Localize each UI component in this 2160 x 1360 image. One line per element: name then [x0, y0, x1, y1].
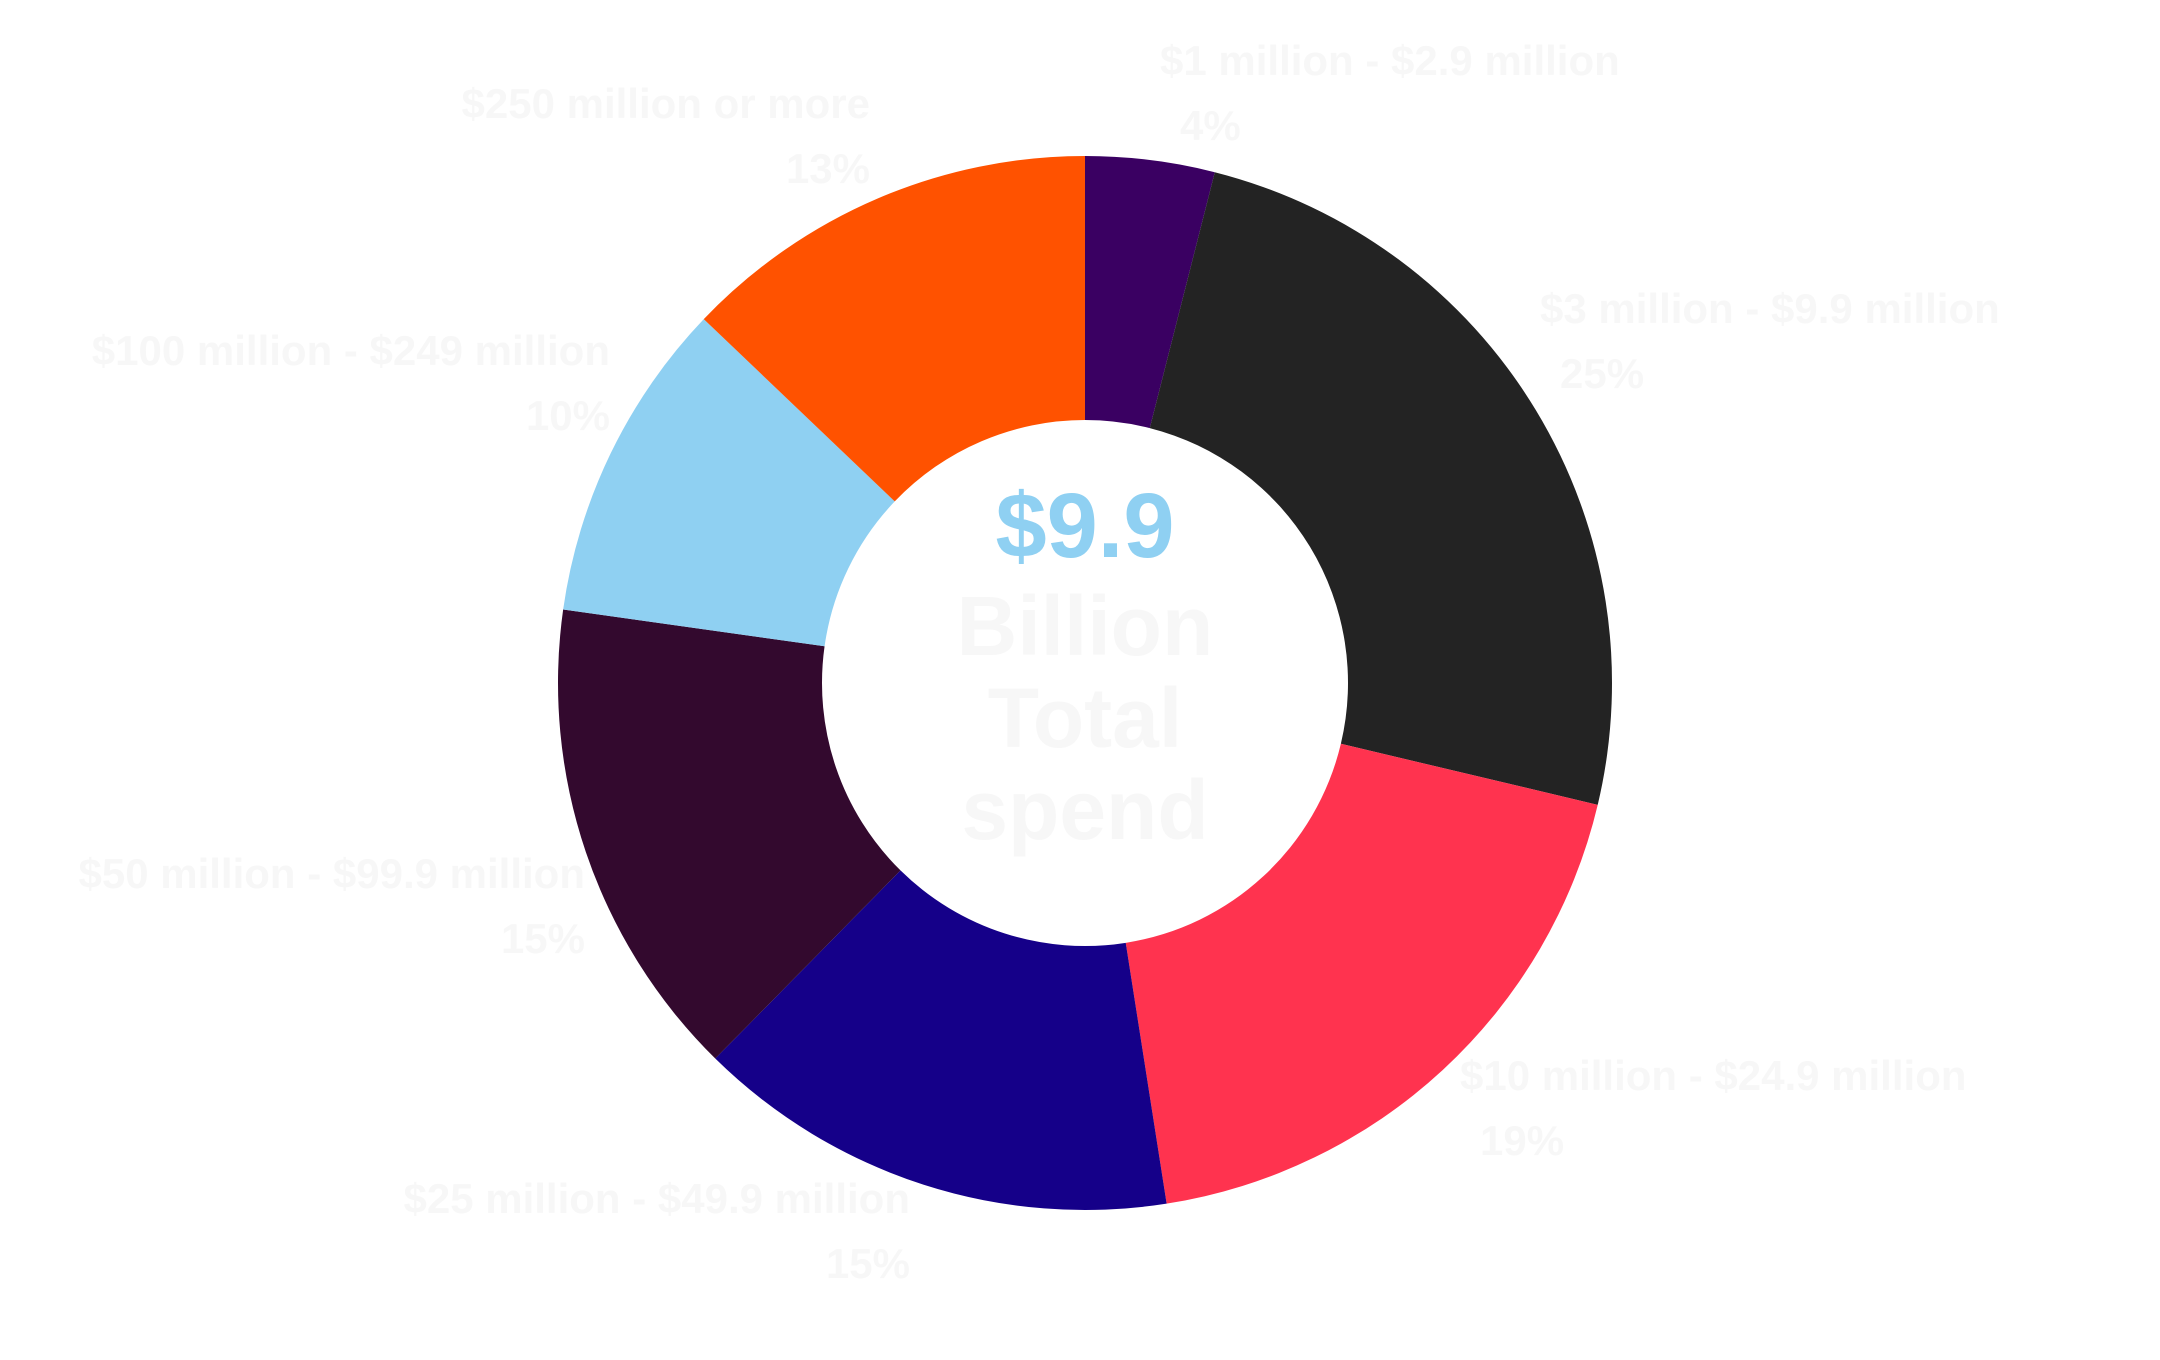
center-caption-line: Total	[988, 671, 1182, 765]
pie-slice-4	[715, 870, 1167, 1210]
pie-slice-6	[563, 319, 895, 647]
slice-percent-label: 10%	[526, 392, 610, 439]
slice-percent-label: 13%	[786, 145, 870, 192]
pie-slice-3	[1125, 743, 1598, 1204]
slice-category-label: $1 million - $2.9 million	[1160, 37, 1620, 84]
slice-percent-label: 4%	[1180, 102, 1241, 149]
slice-category-label: $10 million - $24.9 million	[1460, 1052, 1967, 1099]
slice-category-label: $3 million - $9.9 million	[1540, 285, 2000, 332]
slice-category-label: $25 million - $49.9 million	[403, 1175, 910, 1222]
center-caption-line: spend	[961, 763, 1208, 857]
pie-slice-2	[1149, 172, 1613, 805]
slice-percent-label: 25%	[1560, 350, 1644, 397]
center-caption-line: Billion	[957, 579, 1214, 673]
pie-slice-1	[1085, 156, 1215, 429]
slice-category-label: $250 million or more	[462, 80, 870, 127]
pie-slice-7	[703, 156, 1085, 502]
slice-category-label: $50 million - $99.9 million	[78, 850, 585, 897]
slice-percent-label: 15%	[501, 915, 585, 962]
labels-group: $1 million - $2.9 million 4% $3 million - …	[78, 37, 1999, 1287]
slice-category-label: $100 million - $249 million	[92, 327, 610, 374]
center-amount: $9.9	[995, 475, 1174, 577]
slice-percent-label: 19%	[1480, 1117, 1564, 1164]
pie-slice-5	[558, 609, 901, 1059]
slice-percent-label: 15%	[826, 1240, 910, 1287]
slices-group	[558, 156, 1613, 1210]
